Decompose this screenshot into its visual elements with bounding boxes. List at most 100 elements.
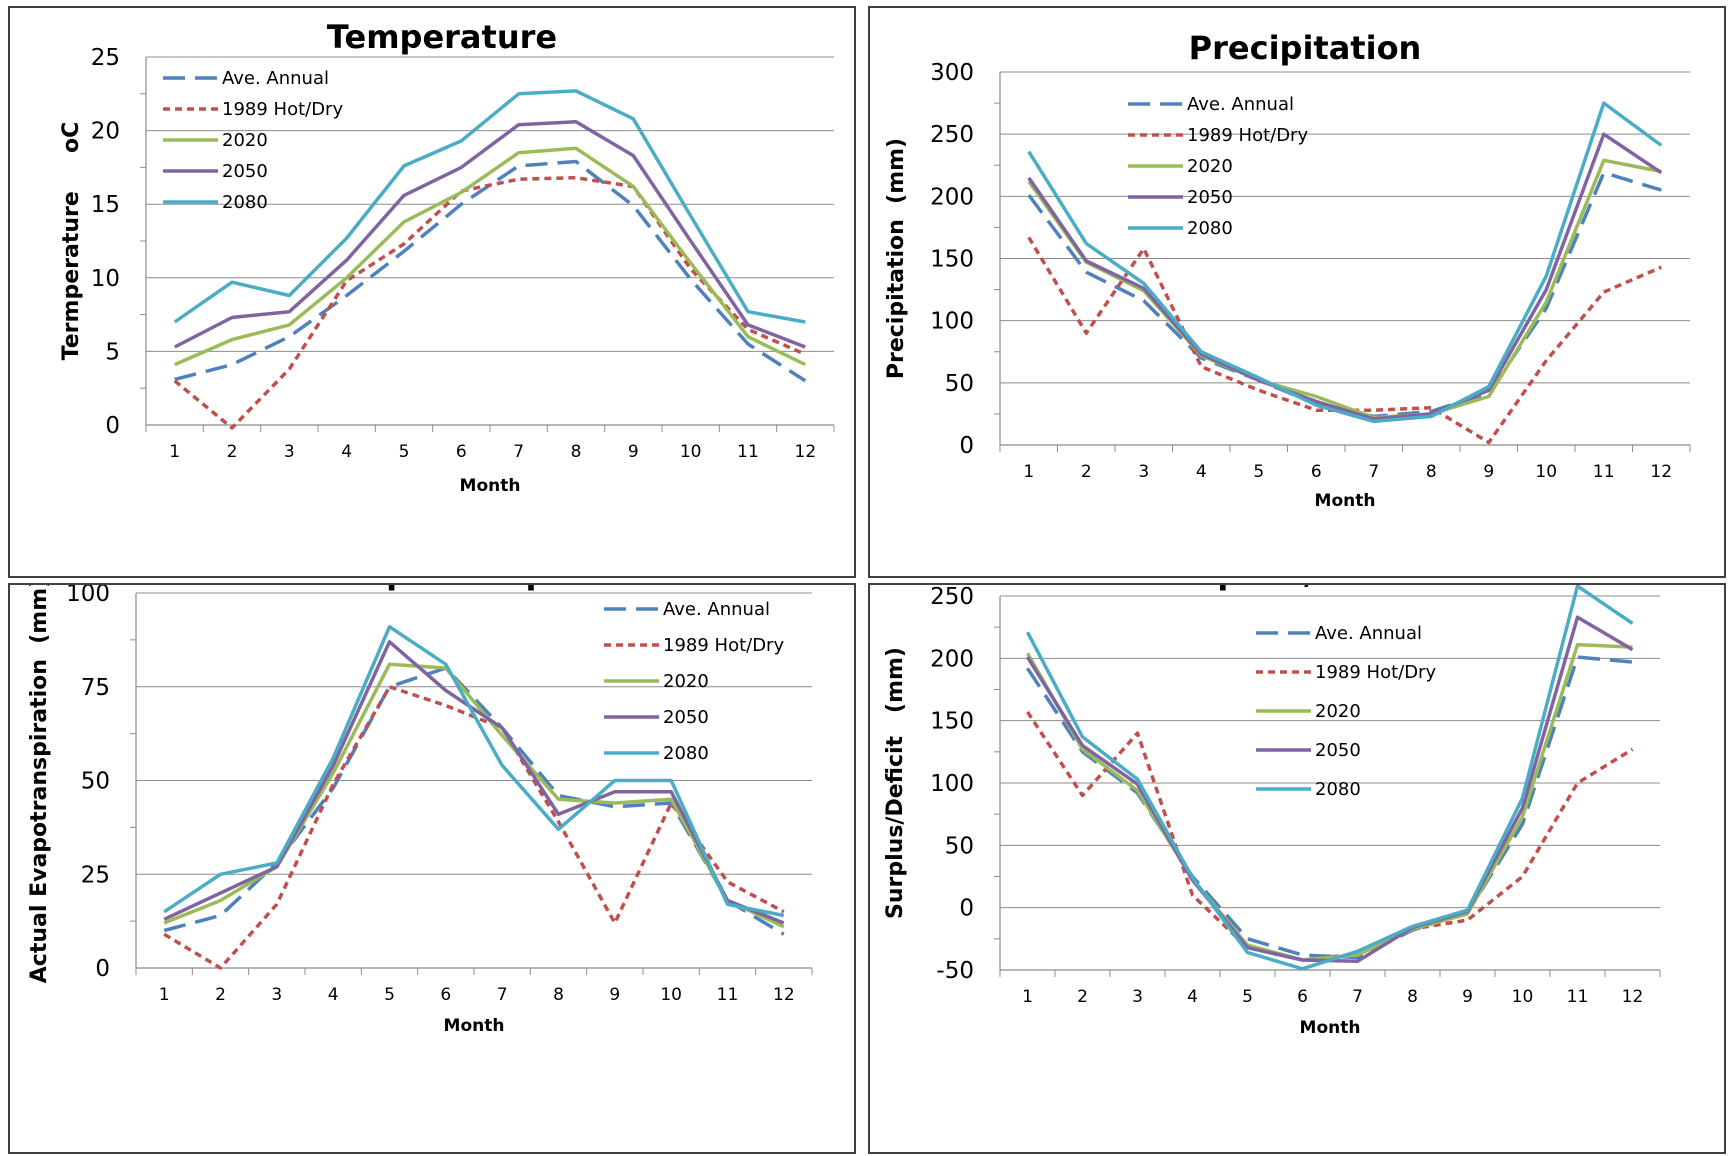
- x-tick-label: 8: [1426, 462, 1437, 482]
- y-axis-label: Actual Evapotranspiration (mm): [27, 585, 52, 983]
- y-tick-label: 0: [105, 413, 120, 439]
- surplus-deficit-chart: -50050100150200250123456789101112Surplus…: [883, 585, 1661, 1038]
- y-tick-label: 150: [930, 709, 974, 735]
- chart-title: Precipitation: [1189, 29, 1422, 67]
- x-tick-label: 12: [773, 985, 795, 1005]
- x-tick-label: 5: [384, 985, 395, 1005]
- x-tick-label: 11: [717, 985, 739, 1005]
- y-tick-label: 250: [930, 122, 974, 148]
- y-tick-label: 25: [91, 45, 120, 71]
- x-tick-label: 12: [1650, 462, 1672, 482]
- series-line: [163, 662, 785, 929]
- legend-label: Ave. Annual: [1187, 94, 1294, 115]
- x-axis-label: Month: [1315, 491, 1376, 511]
- legend-label: 2020: [1315, 701, 1361, 722]
- x-tick-label: 4: [1196, 462, 1207, 482]
- x-axis-label: Month: [460, 476, 521, 496]
- x-tick-label: 1: [159, 985, 170, 1005]
- y-tick-label: 200: [930, 184, 974, 210]
- evapotranspiration-chart: 0255075100123456789101112Actual Evapotra…: [27, 585, 813, 1036]
- chart-title: Actual Evapotranspiration: [196, 585, 668, 592]
- y-tick-label: 75: [81, 675, 110, 701]
- x-tick-label: 3: [1132, 987, 1143, 1007]
- x-tick-label: 2: [1081, 462, 1092, 482]
- x-tick-label: 3: [1138, 462, 1149, 482]
- x-tick-label: 8: [553, 985, 564, 1005]
- y-tick-label: 0: [95, 956, 110, 982]
- legend-label: 2050: [1315, 740, 1361, 761]
- x-tick-label: 8: [1407, 987, 1418, 1007]
- y-tick-label: 50: [945, 833, 974, 859]
- x-tick-label: 3: [284, 442, 295, 462]
- y-tick-label: 15: [91, 192, 120, 218]
- x-tick-label: 10: [660, 985, 682, 1005]
- x-tick-label: 4: [1187, 987, 1198, 1007]
- x-tick-label: 4: [341, 442, 352, 462]
- legend-label: 1989 Hot/Dry: [1315, 662, 1436, 683]
- y-axis-label: Termperature oC: [59, 122, 84, 361]
- series-line: [1027, 132, 1663, 421]
- legend-label: 2080: [1187, 218, 1233, 239]
- series-line: [1026, 710, 1634, 962]
- x-tick-label: 1: [1022, 987, 1033, 1007]
- y-tick-label: -50: [936, 958, 974, 984]
- legend-label: 1989 Hot/Dry: [1187, 125, 1308, 146]
- x-tick-label: 3: [271, 985, 282, 1005]
- y-tick-label: 300: [930, 60, 974, 86]
- x-tick-label: 6: [1297, 987, 1308, 1007]
- x-tick-label: 1: [169, 442, 180, 462]
- x-tick-label: 10: [680, 442, 702, 462]
- series-line: [1027, 170, 1662, 419]
- series-line: [163, 625, 785, 918]
- evapotranspiration-chart-panel: 0255075100123456789101112Actual Evapotra…: [8, 583, 856, 1154]
- y-tick-label: 200: [930, 646, 974, 672]
- y-tick-label: 0: [959, 896, 974, 922]
- legend-label: Ave. Annual: [1315, 623, 1422, 644]
- x-tick-label: 5: [1253, 462, 1264, 482]
- x-tick-label: 6: [440, 985, 451, 1005]
- legend-label: Ave. Annual: [663, 599, 770, 620]
- legend-label: 2020: [1187, 156, 1233, 177]
- x-tick-label: 12: [795, 442, 817, 462]
- legend-label: 2050: [663, 707, 709, 728]
- x-tick-label: 7: [497, 985, 508, 1005]
- x-tick-label: 7: [513, 442, 524, 462]
- chart-title: Temperature: [327, 18, 557, 56]
- x-tick-label: 8: [571, 442, 582, 462]
- x-tick-label: 12: [1622, 987, 1644, 1007]
- y-tick-label: 50: [945, 371, 974, 397]
- series-line: [1027, 158, 1662, 420]
- series-line: [174, 146, 807, 367]
- series-line: [173, 175, 806, 430]
- legend-label: 1989 Hot/Dry: [663, 635, 784, 656]
- y-tick-label: 20: [91, 119, 120, 145]
- series-line: [1025, 585, 1634, 971]
- x-axis-label: Month: [444, 1016, 505, 1036]
- x-tick-label: 11: [1593, 462, 1615, 482]
- y-axis-label: Surplus/Deficit (mm): [883, 647, 908, 919]
- series-line: [163, 640, 785, 925]
- y-tick-label: 25: [81, 862, 110, 888]
- x-axis-label: Month: [1300, 1018, 1361, 1038]
- x-tick-label: 1: [1023, 462, 1034, 482]
- y-tick-label: 100: [930, 309, 974, 335]
- chart-title: Surplus / Deficit: [1156, 585, 1445, 592]
- legend-label: 2050: [222, 161, 268, 182]
- x-tick-label: 2: [227, 442, 238, 462]
- x-tick-label: 5: [1242, 987, 1253, 1007]
- x-tick-label: 11: [737, 442, 759, 462]
- series-line: [174, 159, 807, 383]
- legend-label: Ave. Annual: [222, 68, 329, 89]
- series-line: [173, 89, 806, 324]
- surplus-deficit-chart-panel: -50050100150200250123456789101112Surplus…: [868, 583, 1726, 1154]
- legend-label: 1989 Hot/Dry: [222, 99, 343, 120]
- y-tick-label: 150: [930, 247, 974, 273]
- y-axis-label: Precipitation (mm): [884, 138, 909, 379]
- x-tick-label: 5: [399, 442, 410, 462]
- x-tick-label: 9: [1462, 987, 1473, 1007]
- x-tick-label: 9: [628, 442, 639, 462]
- x-tick-label: 9: [609, 985, 620, 1005]
- y-tick-label: 5: [105, 339, 120, 365]
- x-tick-label: 4: [328, 985, 339, 1005]
- y-tick-label: 100: [930, 771, 974, 797]
